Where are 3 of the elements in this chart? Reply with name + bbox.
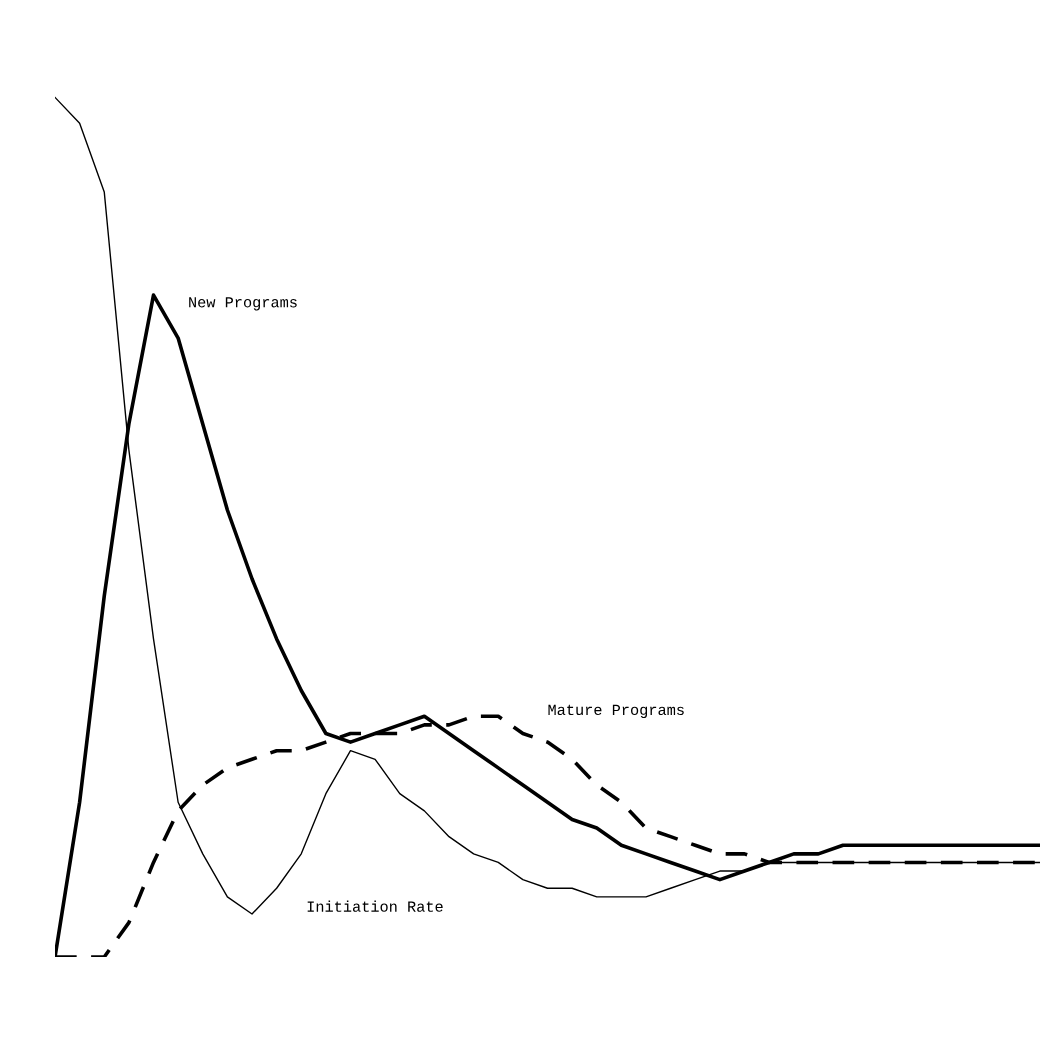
series-label: Mature Programs [548, 704, 684, 719]
text: Initiation Rate [307, 900, 443, 912]
series-label: New Programs [189, 297, 297, 311]
